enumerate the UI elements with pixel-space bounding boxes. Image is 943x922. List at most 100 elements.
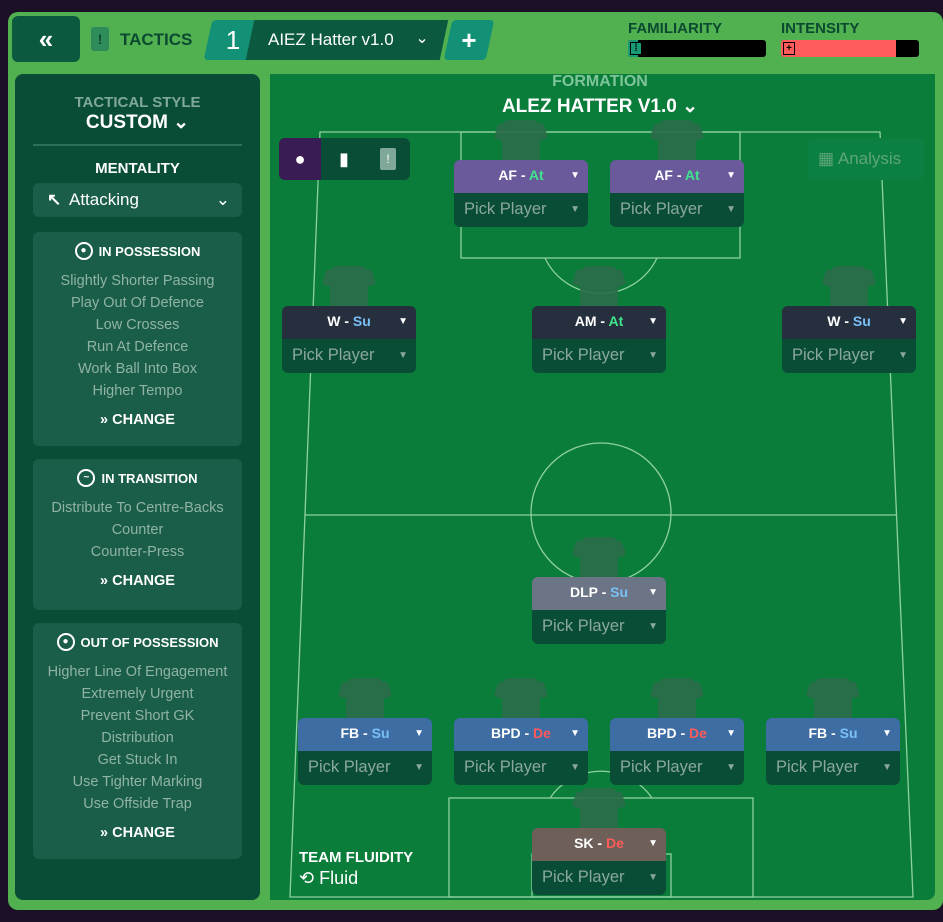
caret-down-icon: ▼ — [726, 204, 736, 215]
tactics-icon: ! — [380, 148, 396, 170]
chevron-down-icon: ⌄ — [415, 30, 429, 47]
grid-icon: ▦ — [818, 149, 835, 168]
caret-down-icon: ▼ — [648, 350, 658, 361]
in-possession-panel: ● IN POSSESSION Slightly Shorter Passing P… — [33, 232, 242, 446]
caret-down-icon: ▼ — [648, 587, 658, 598]
tactics-icon: ! — [91, 27, 109, 51]
pick-player-dropdown[interactable]: Pick Player ▼ — [532, 339, 666, 373]
analysis-button[interactable]: ▦ Analysis — [808, 138, 924, 180]
caret-down-icon: ▼ — [648, 838, 658, 849]
player-view-button[interactable]: ● — [279, 138, 321, 180]
in-possession-change-button[interactable]: » CHANGE — [100, 412, 175, 428]
instruction-item: Use Offside Trap — [83, 796, 192, 812]
bar-chart-icon: ▮ — [339, 149, 349, 169]
role-selector[interactable]: FB - Su ▼ — [766, 718, 900, 751]
caret-down-icon: ▼ — [726, 170, 736, 181]
instruction-item: Higher Tempo — [92, 383, 183, 399]
instruction-item: Distribution — [101, 730, 174, 746]
role-selector[interactable]: FB - Su ▼ — [298, 718, 432, 751]
caret-down-icon: ▼ — [882, 728, 892, 739]
familiarity-icon: ⁞ — [630, 42, 642, 55]
position-card-bpd: BPD - De ▼ Pick Player ▼ — [454, 678, 588, 785]
familiarity-label: FAMILIARITY — [628, 20, 723, 37]
divider — [33, 144, 242, 146]
role-selector[interactable]: W - Su ▼ — [782, 306, 916, 339]
caret-down-icon: ▼ — [898, 350, 908, 361]
double-chevron-left-icon: « — [38, 23, 54, 54]
shirt-icon — [580, 537, 618, 583]
tactical-style-heading: TACTICAL STYLE — [74, 94, 201, 111]
pick-player-dropdown[interactable]: Pick Player ▼ — [298, 751, 432, 785]
tactics-view-button[interactable]: ! — [367, 138, 409, 180]
add-tactic-button[interactable]: + — [443, 20, 495, 60]
position-card-af: AF - At ▼ Pick Player ▼ — [454, 120, 588, 227]
chevron-down-icon: ⌄ — [173, 112, 190, 133]
team-fluidity-heading: TEAM FLUIDITY — [299, 849, 414, 866]
caret-down-icon: ▼ — [898, 316, 908, 327]
caret-down-icon: ▼ — [398, 350, 408, 361]
caret-down-icon: ▼ — [570, 204, 580, 215]
pick-player-dropdown[interactable]: Pick Player ▼ — [454, 751, 588, 785]
in-transition-change-button[interactable]: » CHANGE — [100, 573, 175, 589]
position-card-fb: FB - Su ▼ Pick Player ▼ — [298, 678, 432, 785]
instruction-item: Low Crosses — [95, 317, 180, 333]
section-title: TACTICS — [120, 30, 193, 49]
familiarity-bar[interactable]: ⁞ — [628, 40, 766, 57]
sidebar: TACTICAL STYLE CUSTOM ⌄ MENTALITY ↖ Atta… — [15, 74, 260, 900]
instruction-item: Higher Line Of Engagement — [47, 664, 228, 680]
position-card-fb: FB - Su ▼ Pick Player ▼ — [766, 678, 900, 785]
shirt-icon — [502, 678, 540, 724]
intensity-icon: + — [783, 42, 795, 55]
role-selector[interactable]: DLP - Su ▼ — [532, 577, 666, 610]
caret-down-icon: ▼ — [414, 728, 424, 739]
instruction-item: Get Stuck In — [97, 752, 178, 768]
position-card-w: W - Su ▼ Pick Player ▼ — [282, 266, 416, 373]
plus-icon: + — [461, 25, 477, 55]
stats-view-button[interactable]: ▮ — [323, 138, 365, 180]
shirt-icon — [346, 678, 384, 724]
caret-down-icon: ▼ — [398, 316, 408, 327]
position-card-sk: SK - De ▼ Pick Player ▼ — [532, 788, 666, 895]
tactic-selector[interactable]: AIEZ Hatter v1.0 ⌄ — [245, 20, 449, 60]
position-card-dlp: DLP - Su ▼ Pick Player ▼ — [532, 537, 666, 644]
intensity-bar[interactable]: + — [781, 40, 919, 57]
pick-player-dropdown[interactable]: Pick Player ▼ — [282, 339, 416, 373]
role-selector[interactable]: BPD - De ▼ — [610, 718, 744, 751]
pick-player-dropdown[interactable]: Pick Player ▼ — [610, 751, 744, 785]
mentality-heading: MENTALITY — [95, 160, 180, 177]
role-selector[interactable]: AF - At ▼ — [454, 160, 588, 193]
shirt-icon — [814, 678, 852, 724]
instruction-item: Slightly Shorter Passing — [60, 273, 215, 289]
position-card-w: W - Su ▼ Pick Player ▼ — [782, 266, 916, 373]
role-selector[interactable]: W - Su ▼ — [282, 306, 416, 339]
tactical-style-dropdown[interactable]: CUSTOM ⌄ — [85, 112, 190, 133]
caret-down-icon: ▼ — [570, 170, 580, 181]
instruction-item: Distribute To Centre-Backs — [51, 500, 224, 516]
position-card-bpd: BPD - De ▼ Pick Player ▼ — [610, 678, 744, 785]
pick-player-dropdown[interactable]: Pick Player ▼ — [454, 193, 588, 227]
shirt-icon — [580, 266, 618, 312]
ball-icon: ● — [74, 242, 93, 260]
mentality-dropdown[interactable]: ↖ Attacking ⌄ — [33, 183, 242, 217]
team-fluidity-dropdown[interactable]: ⟲ Fluid — [299, 868, 359, 888]
instruction-item: Work Ball Into Box — [77, 361, 197, 377]
back-button[interactable]: « — [12, 16, 80, 62]
role-selector[interactable]: BPD - De ▼ — [454, 718, 588, 751]
role-selector[interactable]: SK - De ▼ — [532, 828, 666, 861]
instruction-item: Run At Defence — [86, 339, 189, 355]
in-transition-panel: ~ IN TRANSITION Distribute To Centre-Back… — [33, 459, 242, 610]
instruction-item: Play Out Of Defence — [71, 295, 204, 311]
caret-down-icon: ▼ — [648, 872, 658, 883]
out-of-possession-change-button[interactable]: » CHANGE — [100, 825, 175, 841]
role-selector[interactable]: AF - At ▼ — [610, 160, 744, 193]
pick-player-dropdown[interactable]: Pick Player ▼ — [610, 193, 744, 227]
formation-dropdown[interactable]: ALEZ HATTER V1.0 ⌄ — [501, 96, 699, 117]
pick-player-dropdown[interactable]: Pick Player ▼ — [782, 339, 916, 373]
caret-down-icon: ▼ — [414, 762, 424, 773]
pick-player-dropdown[interactable]: Pick Player ▼ — [532, 610, 666, 644]
chevron-down-icon: ⌄ — [215, 190, 230, 209]
role-selector[interactable]: AM - At ▼ — [532, 306, 666, 339]
pick-player-dropdown[interactable]: Pick Player ▼ — [766, 751, 900, 785]
caret-down-icon: ▼ — [570, 728, 580, 739]
pick-player-dropdown[interactable]: Pick Player ▼ — [532, 861, 666, 895]
